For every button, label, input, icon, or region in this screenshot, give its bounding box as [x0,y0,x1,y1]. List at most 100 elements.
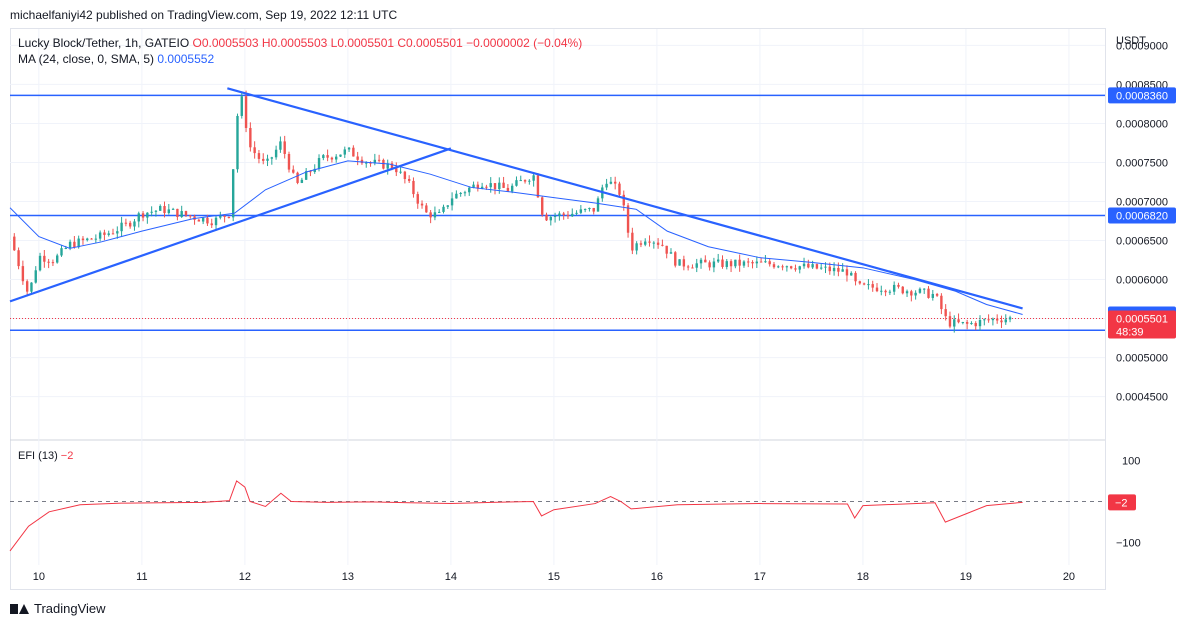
candle-body [30,282,33,292]
candle-body [626,205,630,233]
level-badge-bg [1108,87,1176,104]
price-countdown: 48:39 [1116,326,1144,338]
candle-body [566,214,570,217]
candle-body [747,261,750,263]
candle-body [176,208,179,217]
candle-body [403,171,407,180]
moving-average-line [9,160,1023,315]
candle-body [60,248,63,256]
candle-body [820,267,823,269]
candle-body [107,233,110,235]
candle-body [553,216,557,218]
candle-body [68,241,72,248]
ohlc-values: O0.0005503 H0.0005503 L0.0005501 C0.0005… [192,36,583,50]
candle-body [871,284,874,288]
candle-body [648,241,651,243]
candle-body [438,211,441,213]
candle-body [485,186,488,188]
candle-body [81,238,85,241]
candle-body [47,261,50,263]
price-tick-label: 0.0005000 [1116,353,1168,365]
candle-body [644,241,647,245]
candle-body [837,267,840,272]
candle-body [605,183,608,188]
candle-body [918,288,922,293]
candle-body [330,157,334,160]
candle-body [407,179,411,181]
candle-body [94,238,98,240]
candle-body [283,141,286,154]
candle-body [141,213,145,218]
candle-body [352,147,355,157]
price-chart[interactable]: USDT0.00090000.00085000.00080000.0007500… [0,0,1194,600]
candle-body [897,284,900,287]
candle-body [373,159,377,163]
candle-body [575,212,578,214]
candle-body [317,158,321,169]
candle-body [300,179,304,183]
candle-body [446,205,449,207]
candle-body [686,266,690,268]
candle-body [429,212,432,218]
candle-body [987,319,990,321]
ma-legend: MA (24, close, 0, SMA, 5) 0.0005552 [18,52,214,66]
candle-body [420,203,424,206]
candle-body [56,255,59,263]
candle-body [927,288,930,298]
candle-body [935,293,939,296]
candle-body [493,183,497,190]
candle-body [652,242,656,244]
candle-body [356,156,359,160]
candle-body [159,206,162,211]
candle-body [759,261,763,263]
candle-body [721,259,724,267]
candle-body [515,180,518,186]
candle-body [583,209,587,211]
candle-body [901,286,904,294]
candle-body [442,206,445,212]
candle-body [240,96,243,116]
candle-body [296,172,299,183]
candle-body [184,211,188,216]
price-tick-label: 0.0006000 [1116,275,1168,287]
candle-body [558,213,561,217]
candle-body [111,233,115,235]
candle-body [399,171,402,173]
candle-body [459,192,462,194]
symbol-label: Lucky Block/Tether, 1h, GATEIO [18,36,190,50]
efi-value: −2 [60,450,74,462]
time-tick-label: 19 [960,571,972,583]
candle-body [90,238,93,240]
candle-body [180,211,183,217]
candle-body [661,244,664,246]
candle-body [244,96,248,128]
candle-body [528,180,531,182]
candle-body [888,291,892,293]
candle-body [167,209,171,214]
candle-body [274,149,278,158]
trendline [9,147,452,303]
candle-body [98,232,102,239]
candle-body [206,217,209,224]
time-tick-label: 15 [548,571,560,583]
candle-body [622,194,625,206]
candle-body [73,241,76,248]
candle-body [150,211,153,213]
price-badge: 0.0005501 [1116,313,1168,325]
candle-body [480,186,484,189]
efi-badge-bg [1108,494,1136,511]
candle-body [841,269,844,272]
candle-body [712,261,716,268]
time-tick-label: 16 [651,571,663,583]
candle-body [639,243,643,245]
candle-body [832,267,836,272]
candle-body [21,266,25,282]
price-tick-label: 0.0006500 [1116,236,1168,248]
footer-brand[interactable]: TradingView [10,601,106,616]
candle-body [270,157,274,159]
currency-label: USDT [1116,35,1146,47]
candle-body [1000,320,1003,323]
candle-body [77,238,80,248]
ma-label: MA (24, close, 0, SMA, 5) [18,52,155,66]
candle-body [146,212,149,218]
